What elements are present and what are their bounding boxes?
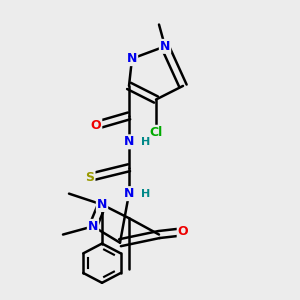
Text: N: N [127, 52, 137, 65]
Text: O: O [178, 225, 188, 238]
Text: Cl: Cl [149, 126, 163, 139]
Text: N: N [124, 135, 134, 148]
Text: N: N [160, 40, 170, 53]
Text: N: N [88, 220, 98, 233]
Text: H: H [141, 189, 150, 199]
Text: O: O [91, 119, 101, 132]
Text: N: N [97, 198, 107, 211]
Text: S: S [85, 171, 94, 184]
Text: H: H [141, 137, 150, 147]
Text: N: N [124, 187, 134, 200]
